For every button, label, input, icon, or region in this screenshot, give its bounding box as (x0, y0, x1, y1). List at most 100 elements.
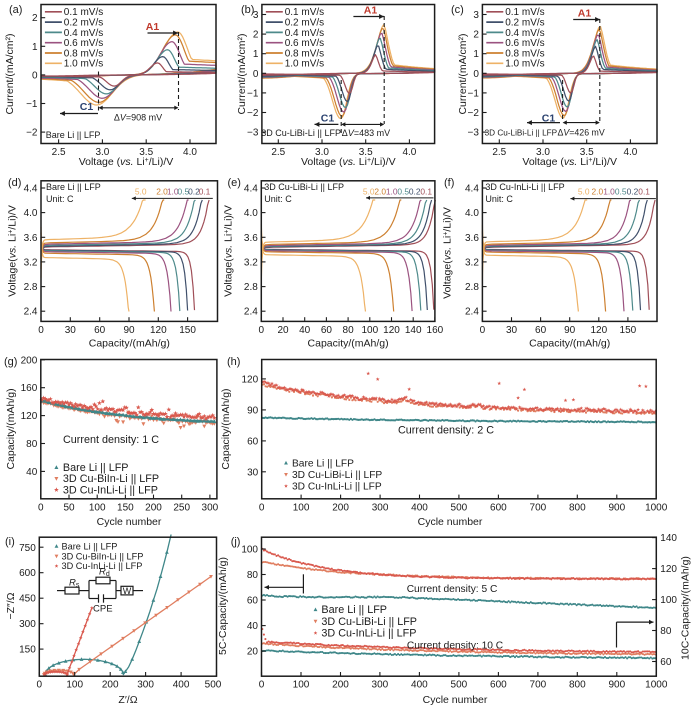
svg-text:4.4: 4.4 (244, 184, 258, 195)
svg-text:−1: −1 (247, 88, 259, 99)
svg-text:4.0: 4.0 (402, 147, 416, 158)
svg-text:0.1 mV/s: 0.1 mV/s (285, 7, 324, 18)
svg-text:W: W (123, 586, 132, 596)
svg-text:3.6: 3.6 (244, 233, 258, 244)
svg-text:0.8 mV/s: 0.8 mV/s (64, 48, 103, 59)
svg-text:2.8: 2.8 (24, 282, 38, 293)
svg-text:5.0: 5.0 (363, 186, 375, 196)
svg-text:C1: C1 (80, 101, 94, 113)
svg-text:Current/(mA/cm²): Current/(mA/cm²) (4, 33, 16, 114)
svg-text:ΔV=426 mV: ΔV=426 mV (558, 127, 605, 137)
svg-text:5.0: 5.0 (135, 186, 147, 196)
svg-text:200: 200 (102, 680, 119, 691)
svg-text:0.2: 0.2 (188, 186, 200, 196)
svg-text:2.4: 2.4 (24, 307, 38, 318)
svg-text:400: 400 (411, 502, 428, 513)
svg-text:−1: −1 (26, 99, 38, 110)
svg-text:3D Cu-LiBi-Li || LFP: 3D Cu-LiBi-Li || LFP (261, 128, 341, 138)
svg-text:1: 1 (473, 49, 479, 60)
svg-text:800: 800 (569, 680, 586, 691)
svg-text:4.0: 4.0 (623, 147, 637, 158)
svg-text:Unit: C: Unit: C (485, 194, 513, 204)
svg-text:100: 100 (241, 545, 258, 556)
svg-text:1000: 1000 (645, 502, 668, 513)
svg-text:300: 300 (372, 502, 389, 513)
svg-text:0: 0 (259, 680, 265, 691)
svg-text:Current/(mA/cm²): Current/(mA/cm²) (236, 33, 248, 114)
svg-text:40: 40 (247, 621, 259, 632)
svg-text:500: 500 (205, 680, 222, 691)
svg-text:30: 30 (65, 325, 77, 336)
svg-text:900: 900 (608, 502, 625, 513)
svg-text:120: 120 (21, 411, 38, 422)
svg-text:750: 750 (19, 543, 36, 554)
svg-text:150: 150 (19, 645, 36, 656)
svg-text:Current density: 1 C: Current density: 1 C (63, 434, 159, 446)
svg-text:20: 20 (277, 325, 289, 336)
svg-text:200: 200 (332, 502, 349, 513)
svg-text:Capacity/(mAh/g): Capacity/(mAh/g) (308, 338, 389, 350)
svg-text:200: 200 (332, 680, 349, 691)
svg-text:600: 600 (490, 502, 507, 513)
svg-text:0: 0 (473, 69, 479, 80)
svg-text:0.6 mV/s: 0.6 mV/s (505, 38, 544, 49)
svg-text:200: 200 (21, 355, 38, 366)
svg-text:1.0: 1.0 (167, 186, 179, 196)
svg-text:−2: −2 (467, 108, 479, 119)
svg-text:1000: 1000 (645, 680, 668, 691)
svg-text:100: 100 (66, 680, 83, 691)
svg-text:Capacity/(mAh/g): Capacity/(mAh/g) (5, 388, 17, 469)
svg-text:30: 30 (247, 467, 259, 478)
svg-text:Cycle number: Cycle number (418, 516, 483, 528)
svg-text:2.8: 2.8 (465, 282, 479, 293)
svg-text:Rd: Rd (99, 567, 110, 579)
svg-text:0: 0 (32, 70, 38, 81)
svg-text:120: 120 (150, 325, 167, 336)
svg-text:900: 900 (608, 680, 625, 691)
svg-text:Voltage(vs. Li+/Li)/V: Voltage(vs. Li+/Li)/V (442, 207, 454, 299)
svg-text:(b): (b) (241, 4, 254, 16)
svg-text:3D Cu-LiBi-Li || LFP: 3D Cu-LiBi-Li || LFP (321, 616, 417, 628)
svg-text:Capacity/(mAh/g): Capacity/(mAh/g) (220, 388, 232, 469)
svg-text:0: 0 (480, 325, 486, 336)
svg-text:90: 90 (247, 405, 259, 416)
svg-text:60: 60 (247, 436, 259, 447)
svg-text:150: 150 (620, 325, 637, 336)
svg-text:3.2: 3.2 (24, 257, 38, 268)
svg-text:0: 0 (259, 325, 265, 336)
svg-text:3D Cu-InLi-Li || LFP: 3D Cu-InLi-Li || LFP (321, 628, 416, 640)
svg-text:2.0: 2.0 (374, 186, 386, 196)
svg-text:40: 40 (26, 467, 38, 478)
svg-text:2: 2 (473, 30, 479, 41)
svg-text:60: 60 (535, 325, 547, 336)
svg-text:ΔV=908 mV: ΔV=908 mV (114, 112, 162, 122)
svg-text:2.5: 2.5 (492, 147, 506, 158)
svg-text:0.6 mV/s: 0.6 mV/s (285, 38, 324, 49)
svg-text:0.2 mV/s: 0.2 mV/s (285, 18, 324, 29)
svg-text:0.2: 0.2 (627, 186, 639, 196)
svg-text:(d): (d) (8, 177, 21, 189)
svg-text:140: 140 (660, 533, 677, 544)
svg-text:C1: C1 (542, 113, 556, 125)
svg-text:1: 1 (32, 42, 38, 53)
svg-text:4.0: 4.0 (465, 208, 479, 219)
svg-text:1.0 mV/s: 1.0 mV/s (505, 59, 544, 70)
svg-text:3.0: 3.0 (315, 147, 329, 158)
svg-text:500: 500 (451, 502, 468, 513)
svg-text:600: 600 (490, 680, 507, 691)
svg-text:120: 120 (660, 564, 677, 575)
svg-text:800: 800 (569, 502, 586, 513)
svg-text:60: 60 (660, 657, 672, 668)
svg-text:50: 50 (63, 502, 75, 513)
svg-text:Voltage (vs. Li+/Li)/V: Voltage (vs. Li+/Li)/V (522, 156, 617, 168)
svg-text:80: 80 (247, 570, 259, 581)
svg-text:0.8 mV/s: 0.8 mV/s (285, 48, 324, 59)
svg-text:0.4 mV/s: 0.4 mV/s (64, 28, 103, 39)
svg-text:5C-Capacity/(mAh/g): 5C-Capacity/(mAh/g) (217, 557, 229, 655)
svg-text:120: 120 (242, 374, 259, 385)
svg-text:Bare Li || LFP: Bare Li || LFP (46, 130, 101, 140)
svg-text:0.1: 0.1 (420, 186, 432, 196)
svg-text:3.6: 3.6 (465, 233, 479, 244)
svg-text:Cycle number: Cycle number (423, 694, 488, 706)
svg-text:10C-Capacity/(mAh/g): 10C-Capacity/(mAh/g) (680, 556, 692, 660)
